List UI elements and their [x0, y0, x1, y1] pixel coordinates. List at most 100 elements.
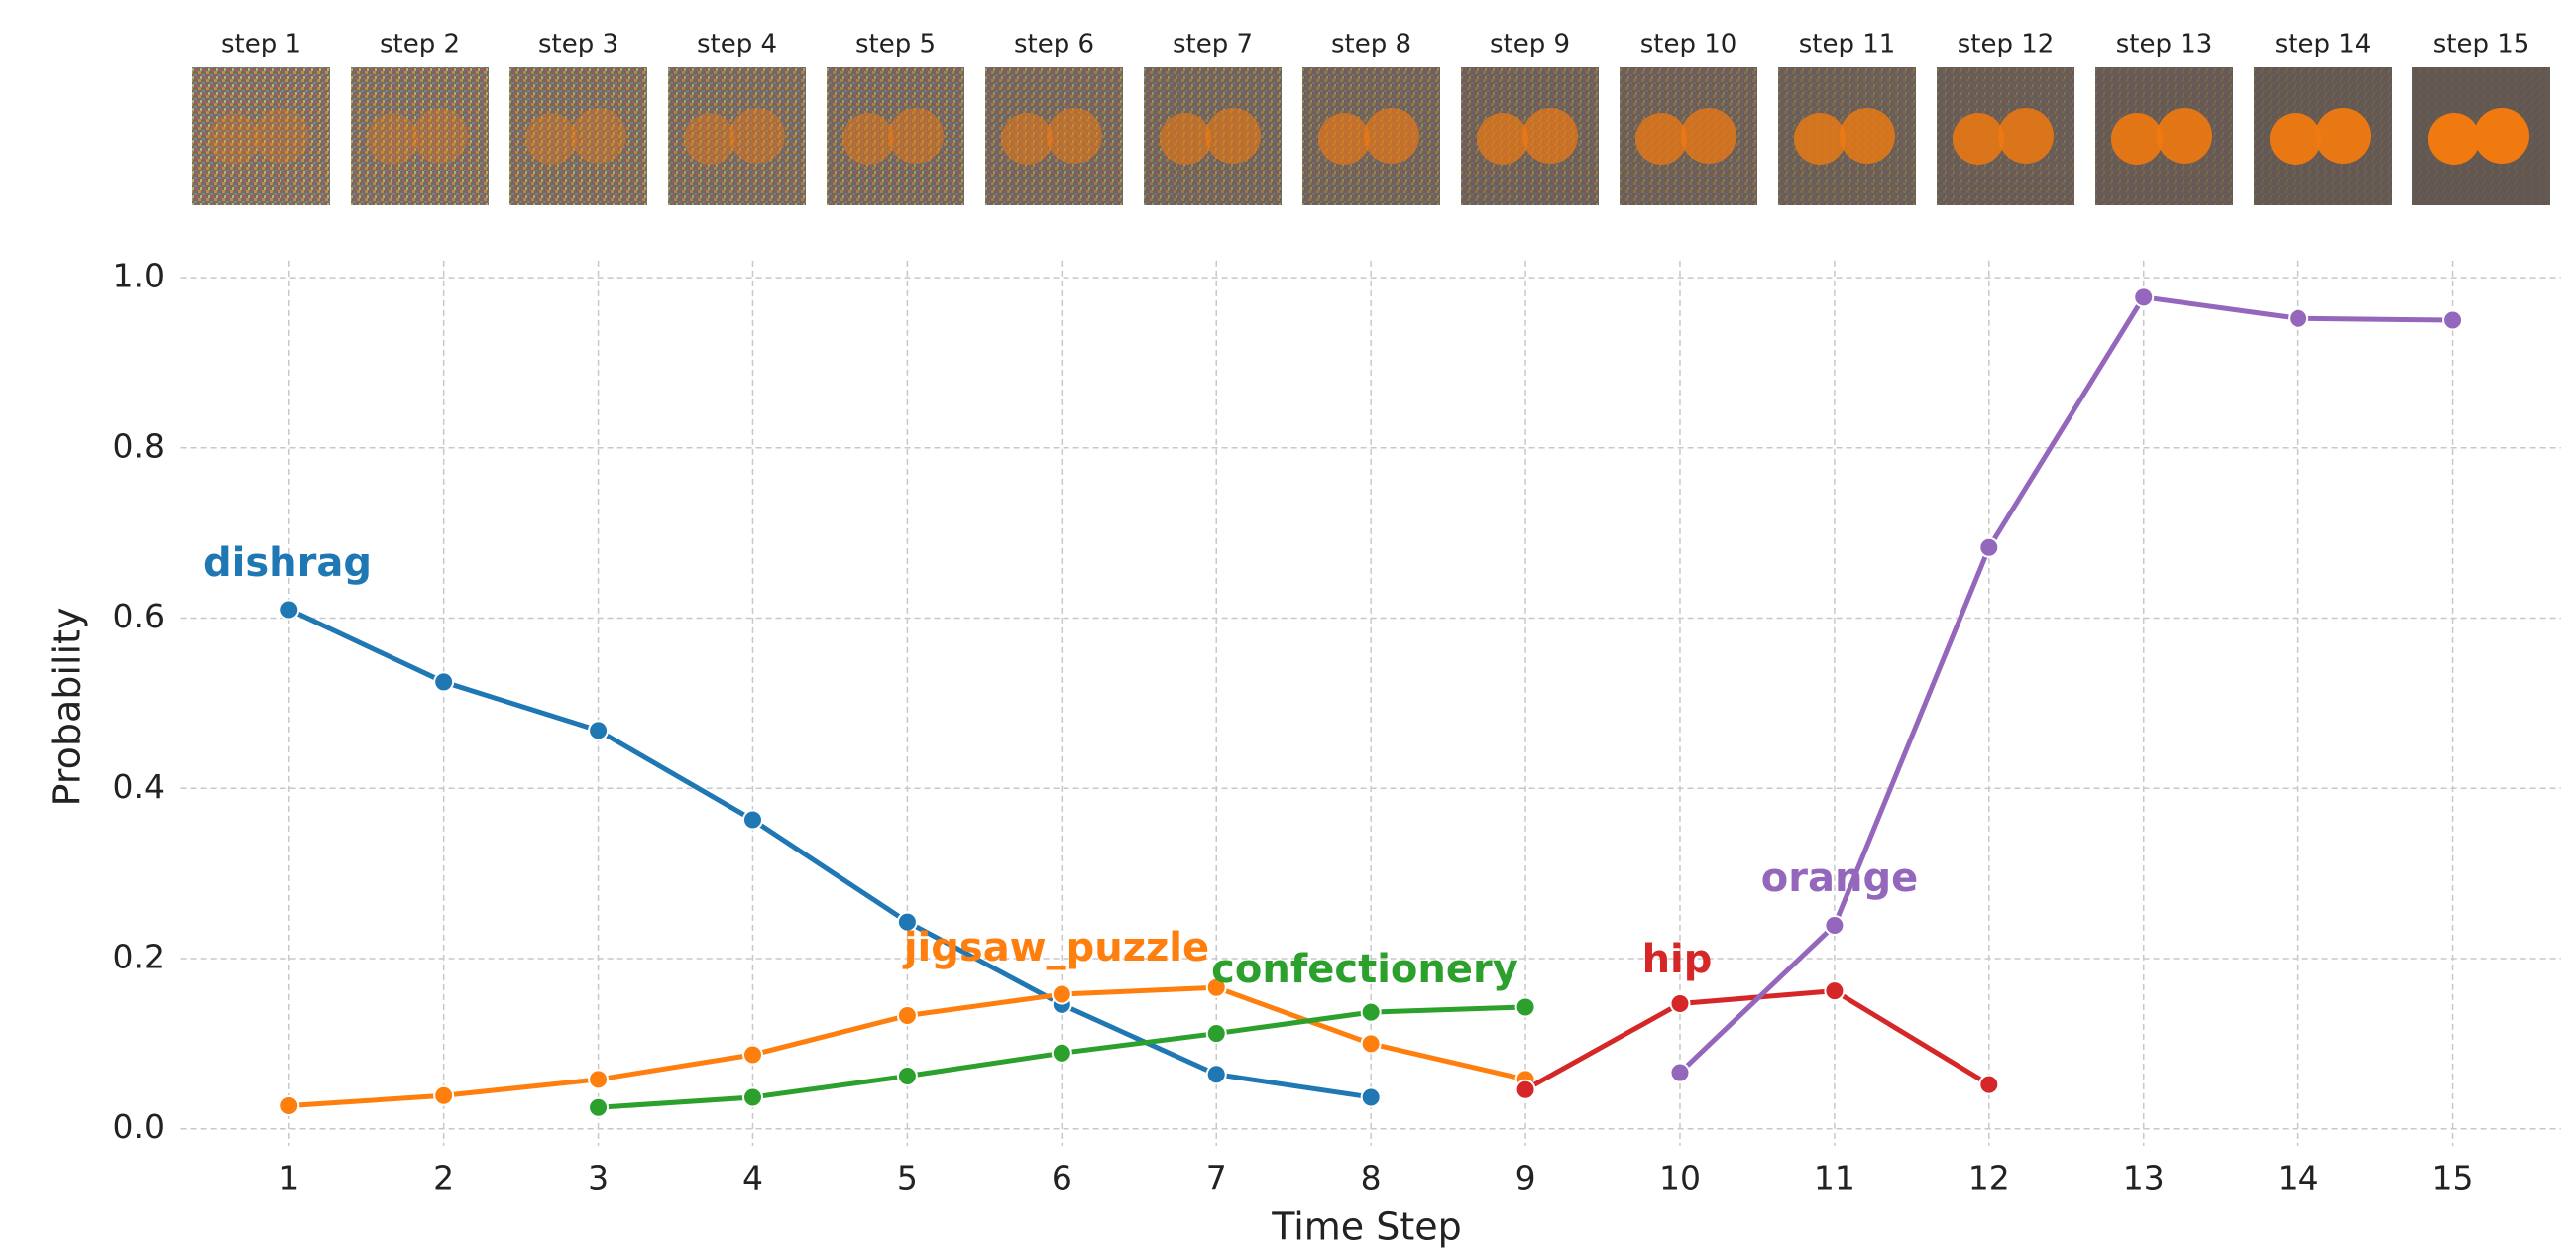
y-tick-label: 0.8: [113, 426, 165, 465]
thumbnail-fruit: [1998, 108, 2054, 164]
x-tick-label: 6: [1052, 1159, 1072, 1197]
x-tick-label: 11: [1814, 1159, 1855, 1197]
thumbnail-fruit: [2157, 108, 2212, 164]
thumbnail-fruit: [684, 113, 735, 165]
thumbnail-fruit: [1364, 108, 1419, 164]
thumbnail-fruit: [208, 113, 260, 165]
thumbnail-label: step 11: [1799, 30, 1896, 59]
thumbnail: [351, 67, 489, 205]
thumbnail: [1461, 67, 1599, 205]
x-tick-label: 5: [897, 1159, 918, 1197]
x-tick-label: 1: [279, 1159, 299, 1197]
series-label: hip: [1642, 937, 1713, 982]
x-tick-label: 10: [1659, 1159, 1701, 1197]
thumbnail-label: step 15: [2433, 30, 2530, 59]
x-tick-label: 13: [2123, 1159, 2165, 1197]
data-point: [1825, 916, 1844, 935]
thumbnail-fruit: [1681, 108, 1736, 164]
thumbnail-fruit: [1794, 113, 1846, 165]
thumbnail-fruit: [1522, 108, 1578, 164]
thumbnail-label: step 5: [855, 30, 936, 59]
thumbnail: [1620, 67, 1757, 205]
data-point: [434, 1086, 453, 1105]
series-label: orange: [1761, 855, 1918, 901]
data-point: [1670, 1064, 1689, 1082]
thumbnail-fruit: [2428, 113, 2480, 165]
thumbnail-fruit: [254, 108, 309, 164]
thumbnail: [2254, 67, 2392, 205]
x-tick-label: 7: [1206, 1159, 1227, 1197]
thumbnail-fruit: [1318, 113, 1370, 165]
thumbnail-fruit: [2474, 108, 2529, 164]
data-point: [280, 1096, 298, 1115]
chart: step 1step 2step 3step 4step 5step 6step…: [0, 0, 2576, 1250]
y-axis-label: Probability: [46, 608, 89, 807]
thumbnail-label: step 1: [221, 30, 301, 59]
x-tick-label: 3: [588, 1159, 609, 1197]
data-point: [1516, 997, 1535, 1016]
data-point: [1362, 1087, 1381, 1106]
y-tick-label: 0.6: [113, 597, 165, 635]
thumbnail-label: step 10: [1640, 30, 1737, 59]
data-point: [743, 1046, 762, 1065]
thumbnail-label: step 8: [1331, 30, 1411, 59]
x-axis-label: Time Step: [1271, 1205, 1462, 1249]
thumbnail: [1302, 67, 1440, 205]
y-tick-label: 0.0: [113, 1107, 165, 1146]
thumbnail: [1144, 67, 1282, 205]
data-point: [1825, 981, 1844, 1000]
thumbnail-fruit: [1477, 113, 1528, 165]
data-point: [1362, 1034, 1381, 1053]
data-point: [898, 1067, 917, 1085]
x-tick-label: 12: [1968, 1159, 2010, 1197]
data-point: [743, 1087, 762, 1106]
thumbnail: [985, 67, 1123, 205]
thumbnail-fruit: [2111, 113, 2163, 165]
thumbnail-fruit: [888, 108, 944, 164]
data-point: [589, 1070, 608, 1088]
thumbnail-fruit: [367, 113, 418, 165]
thumbnail-fruit: [1001, 113, 1053, 165]
series-label: dishrag: [203, 540, 372, 586]
thumbnail: [668, 67, 806, 205]
thumbnail-label: step 9: [1490, 30, 1570, 59]
thumbnail-label: step 7: [1173, 30, 1253, 59]
thumbnail: [2095, 67, 2233, 205]
thumbnail-fruit: [1160, 113, 1211, 165]
data-point: [434, 672, 453, 691]
y-tick-label: 1.0: [113, 257, 165, 295]
thumbnail-label: step 4: [697, 30, 777, 59]
data-point: [1053, 985, 1071, 1004]
thumbnail: [827, 67, 964, 205]
thumbnail-fruit: [1953, 113, 2004, 165]
series-line: [1680, 297, 2453, 1073]
thumbnail: [509, 67, 647, 205]
thumbnail-label: step 3: [538, 30, 618, 59]
y-tick-label: 0.2: [113, 937, 165, 975]
data-point: [1362, 1003, 1381, 1022]
thumbnail-fruit: [729, 108, 785, 164]
data-point: [589, 1098, 608, 1117]
thumbnail-fruit: [842, 113, 894, 165]
data-point: [1979, 1076, 1998, 1094]
data-point: [2443, 311, 2462, 330]
data-point: [2134, 287, 2153, 306]
data-point: [1516, 1080, 1535, 1099]
thumbnail: [1937, 67, 2074, 205]
thumbnail-label: step 13: [2116, 30, 2213, 59]
thumbnail-fruit: [2270, 113, 2321, 165]
series-label: confectionery: [1211, 947, 1518, 992]
data-point: [589, 721, 608, 739]
data-point: [2289, 309, 2307, 328]
thumbnail-label: step 12: [1958, 30, 2055, 59]
y-tick-label: 0.4: [113, 767, 165, 806]
data-point: [1207, 1065, 1226, 1083]
data-point: [898, 1006, 917, 1025]
x-tick-label: 9: [1515, 1159, 1536, 1197]
thumbnail-fruit: [1047, 108, 1102, 164]
data-point: [1053, 1044, 1071, 1063]
thumbnail-label: step 6: [1014, 30, 1094, 59]
thumbnail-label: step 14: [2275, 30, 2372, 59]
data-point: [743, 811, 762, 830]
x-tick-label: 4: [742, 1159, 763, 1197]
